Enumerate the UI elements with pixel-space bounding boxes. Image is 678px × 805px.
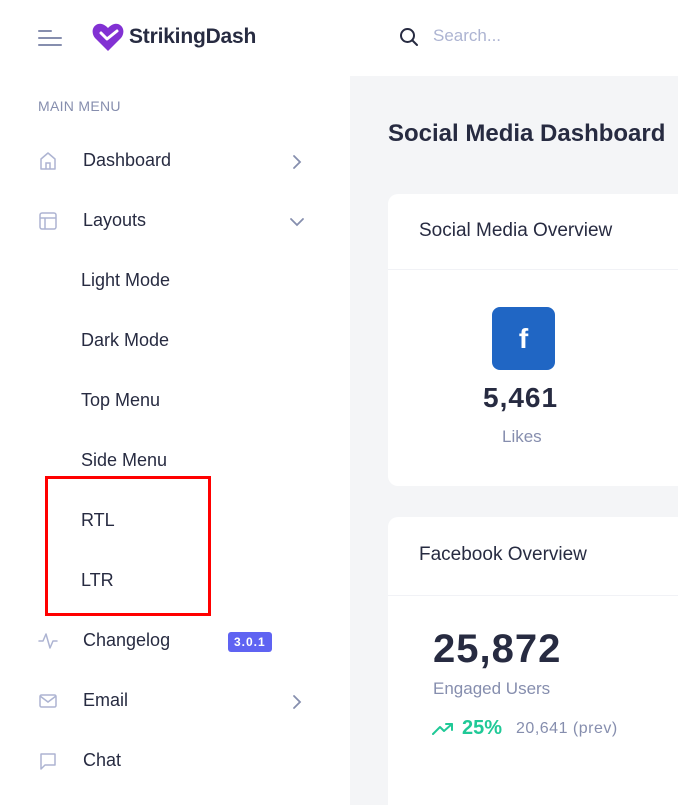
message-icon <box>40 753 56 770</box>
submenu-item-label: Light Mode <box>81 270 171 290</box>
card-divider <box>388 269 678 270</box>
card-divider <box>388 595 678 596</box>
menu-section-title: MAIN MENU <box>38 98 121 114</box>
submenu-item-dark-mode[interactable]: Dark Mode <box>0 319 350 363</box>
submenu-item-top-menu[interactable]: Top Menu <box>0 379 350 423</box>
sidebar-item-chat[interactable]: Chat <box>0 739 350 783</box>
brand-name: StrikingDash <box>129 25 257 48</box>
sidebar-item-label: Changelog <box>83 630 171 650</box>
submenu-item-label: RTL <box>81 510 115 530</box>
search-icon[interactable] <box>399 27 419 47</box>
engaged-users-label: Engaged Users <box>433 679 551 698</box>
brand-logo[interactable]: StrikingDash <box>92 22 256 52</box>
activity-icon <box>38 633 58 649</box>
facebook-icon[interactable]: f <box>492 307 555 370</box>
logo-icon <box>92 23 124 51</box>
engaged-users-value: 25,872 <box>433 627 562 671</box>
layout-icon <box>39 212 57 230</box>
growth-percent: 25% <box>462 717 503 739</box>
growth-row: 25% 20,641 (prev) <box>432 717 618 740</box>
sidebar-item-label: Chat <box>83 750 122 770</box>
page-title: Social Media Dashboard <box>388 120 666 147</box>
version-badge: 3.0.1 <box>228 632 272 652</box>
submenu-item-label: LTR <box>81 570 114 590</box>
sidebar-item-changelog[interactable]: Changelog 3.0.1 <box>0 619 350 663</box>
submenu-item-rtl[interactable]: RTL <box>0 499 350 543</box>
previous-value: 20,641 (prev) <box>516 719 618 737</box>
search-input[interactable]: Search... <box>433 26 502 45</box>
card-title: Facebook Overview <box>419 544 587 565</box>
submenu-item-light-mode[interactable]: Light Mode <box>0 259 350 303</box>
submenu-item-label: Dark Mode <box>81 330 170 350</box>
submenu-item-ltr[interactable]: LTR <box>0 559 350 603</box>
likes-label: Likes <box>502 427 542 446</box>
facebook-overview-card: Facebook Overview 25,872 Engaged Users 2… <box>388 517 678 805</box>
social-overview-card: Social Media Overview f 5,461 Likes <box>388 194 678 486</box>
submenu-item-label: Top Menu <box>81 390 161 410</box>
submenu-item-label: Side Menu <box>81 450 168 470</box>
sidebar: MAIN MENU Dashboard Layouts Light Mode D… <box>0 76 350 805</box>
sidebar-item-label: Email <box>83 690 129 710</box>
sidebar-item-label: Layouts <box>83 210 147 230</box>
chevron-right-icon <box>293 155 302 169</box>
sidebar-item-email[interactable]: Email <box>0 679 350 723</box>
submenu-item-side-menu[interactable]: Side Menu <box>0 439 350 483</box>
chevron-right-icon <box>293 695 302 709</box>
likes-value: 5,461 <box>483 382 559 413</box>
home-icon <box>40 152 56 170</box>
chevron-down-icon <box>290 218 304 227</box>
card-title: Social Media Overview <box>419 220 613 241</box>
mail-icon <box>39 694 57 708</box>
trending-up-icon <box>432 722 453 735</box>
menu-toggle-icon[interactable] <box>38 28 62 48</box>
highlight-box <box>45 476 211 616</box>
sidebar-item-label: Dashboard <box>83 150 172 170</box>
sidebar-item-layouts[interactable]: Layouts <box>0 199 350 243</box>
sidebar-item-dashboard[interactable]: Dashboard <box>0 139 350 183</box>
top-header: StrikingDash Search... <box>0 0 678 76</box>
